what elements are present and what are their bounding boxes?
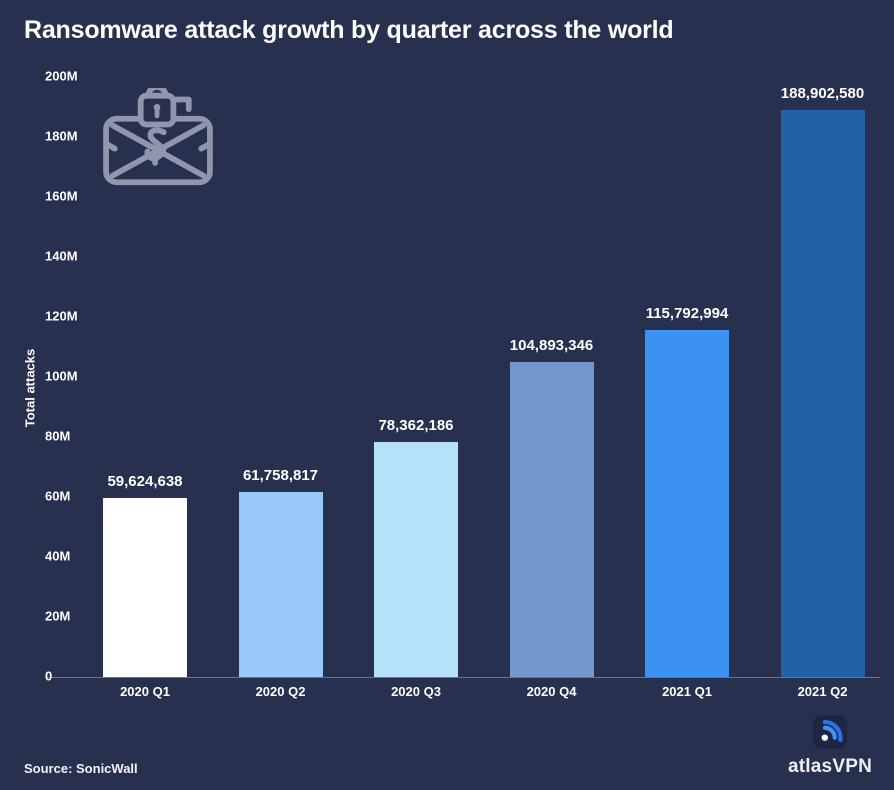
y-axis-tick: 160M	[45, 188, 78, 204]
bar-2020-q3	[374, 441, 458, 677]
y-axis-tick: 20M	[45, 608, 71, 624]
bar-2020-q2	[238, 491, 323, 677]
x-axis-label: 2021 Q2	[797, 684, 848, 699]
y-axis-tick: 60M	[45, 488, 71, 504]
y-axis-tick: 0	[45, 668, 53, 684]
bar-2021-q1	[645, 329, 729, 677]
bar-value-label: 59,624,638	[107, 473, 183, 491]
source-attribution: Source: SonicWall	[24, 761, 138, 776]
x-axis-label: 2020 Q2	[255, 684, 306, 699]
brand-logo: atlasVPN	[788, 715, 872, 778]
ransomware-locked-case-icon	[100, 84, 216, 188]
y-axis-tick: 140M	[45, 248, 78, 264]
y-axis-tick: 80M	[45, 428, 71, 444]
bar-2020-q4	[509, 362, 594, 677]
x-axis-label: 2020 Q1	[120, 684, 170, 699]
x-axis-label: 2020 Q4	[526, 684, 577, 699]
atlasvpn-signal-icon	[813, 715, 847, 749]
bar-2020-q1	[103, 498, 187, 677]
y-axis-tick: 180M	[45, 128, 78, 144]
x-axis-line	[45, 677, 880, 678]
bar-value-label: 61,758,817	[242, 466, 319, 484]
y-axis-tick: 120M	[45, 308, 78, 324]
brand-wordmark: atlasVPN	[788, 756, 872, 777]
y-axis-tick: 40M	[45, 548, 71, 564]
x-axis-label: 2020 Q3	[391, 684, 441, 699]
y-axis-tick: 200M	[45, 68, 78, 84]
page-title: Ransomware attack growth by quarter acro…	[24, 16, 674, 44]
x-axis-label: 2021 Q1	[662, 684, 712, 699]
y-axis-tick: 100M	[45, 368, 78, 384]
bar-value-label: 78,362,186	[378, 416, 454, 434]
bar-2021-q2	[780, 110, 865, 677]
bar-value-label: 115,792,994	[645, 304, 729, 322]
bar-value-label: 188,902,580	[780, 85, 865, 103]
bar-value-label: 104,893,346	[509, 337, 594, 355]
